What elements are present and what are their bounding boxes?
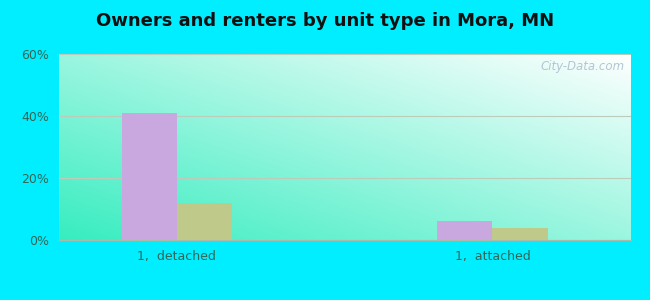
Bar xyxy=(122,113,177,240)
Bar xyxy=(177,203,232,240)
Text: City-Data.com: City-Data.com xyxy=(541,60,625,73)
Bar xyxy=(493,228,548,240)
Text: Owners and renters by unit type in Mora, MN: Owners and renters by unit type in Mora,… xyxy=(96,12,554,30)
Bar xyxy=(437,221,493,240)
